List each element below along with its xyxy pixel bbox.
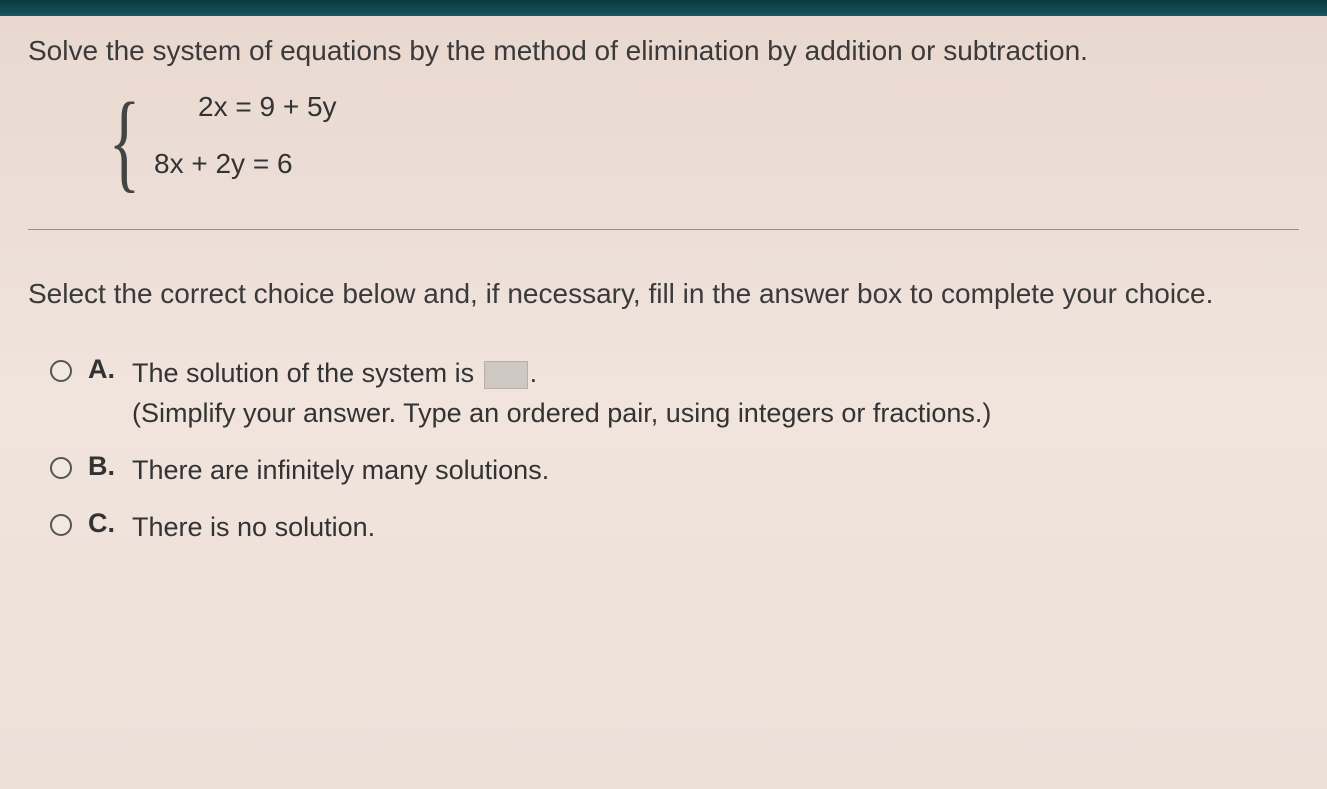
section-divider xyxy=(28,229,1299,230)
choice-a-body: The solution of the system is . (Simplif… xyxy=(132,354,991,432)
choice-b[interactable]: B. There are infinitely many solutions. xyxy=(50,451,1299,490)
choice-a-letter: A. xyxy=(88,354,132,385)
choice-a-text-after: . xyxy=(530,358,538,388)
choice-b-letter: B. xyxy=(88,451,132,482)
choice-a-note: (Simplify your answer. Type an ordered p… xyxy=(132,394,991,433)
choice-c[interactable]: C. There is no solution. xyxy=(50,508,1299,547)
equation-2: 8x + 2y = 6 xyxy=(154,149,1299,180)
equation-1: 2x = 9 + 5y xyxy=(198,92,1299,123)
radio-b[interactable] xyxy=(50,457,72,479)
radio-c[interactable] xyxy=(50,514,72,536)
choice-a[interactable]: A. The solution of the system is . (Simp… xyxy=(50,354,1299,432)
brace-icon: { xyxy=(109,86,141,196)
choice-a-text-before: The solution of the system is xyxy=(132,358,482,388)
choice-c-letter: C. xyxy=(88,508,132,539)
choice-c-text: There is no solution. xyxy=(132,508,375,547)
equation-system: { 2x = 9 + 5y 8x + 2y = 6 xyxy=(98,92,1299,180)
question-prompt: Solve the system of equations by the met… xyxy=(28,32,1299,70)
choice-b-text: There are infinitely many solutions. xyxy=(132,451,549,490)
answer-input-box[interactable] xyxy=(484,361,528,389)
answer-choices: A. The solution of the system is . (Simp… xyxy=(50,354,1299,547)
radio-a[interactable] xyxy=(50,360,72,382)
question-page: Solve the system of equations by the met… xyxy=(0,0,1327,789)
answer-instruction: Select the correct choice below and, if … xyxy=(28,278,1299,310)
